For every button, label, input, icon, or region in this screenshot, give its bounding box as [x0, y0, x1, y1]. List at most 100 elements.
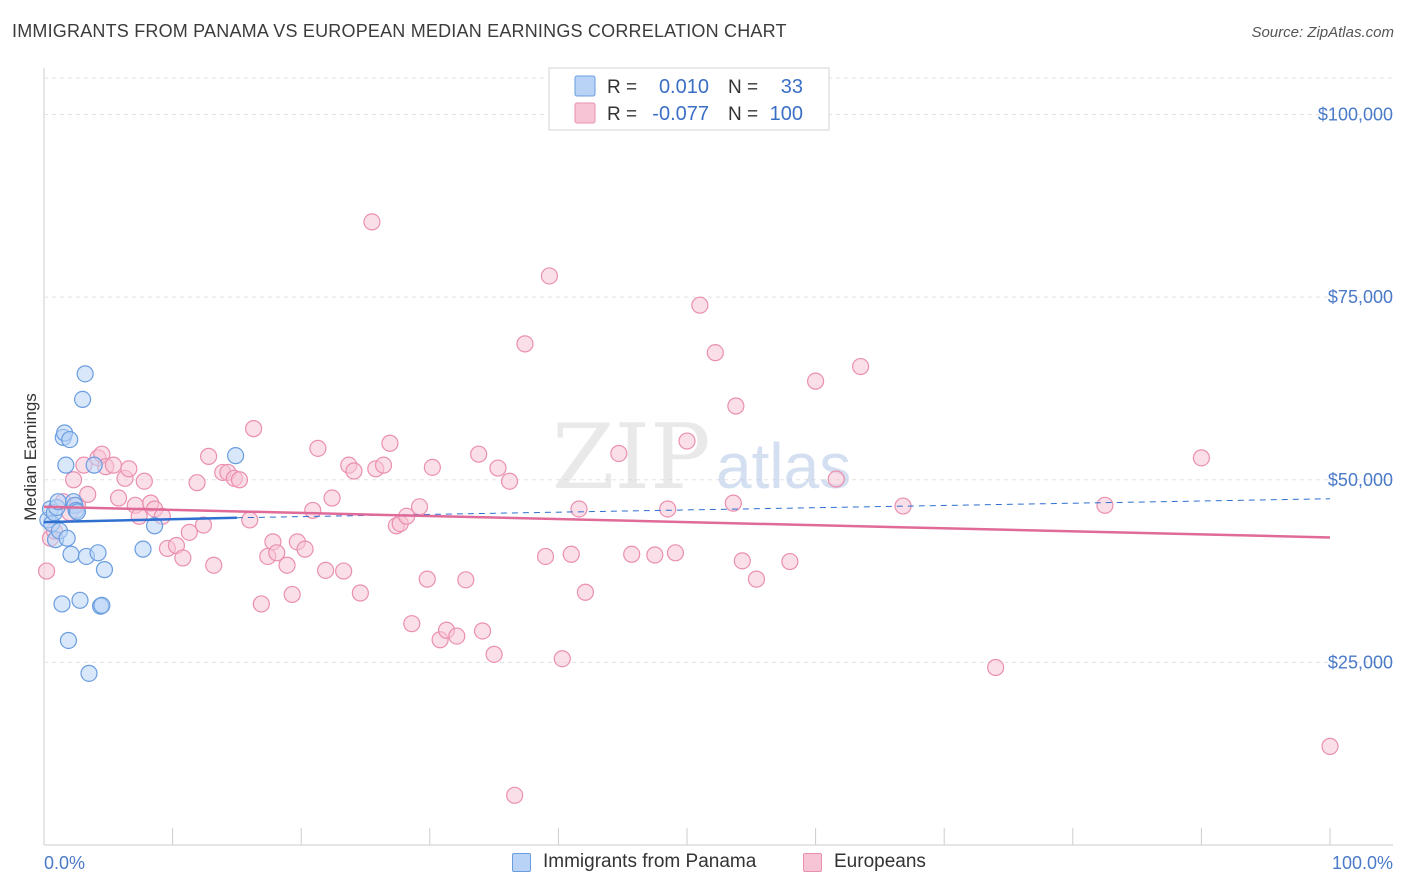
panama-point-11 — [57, 456, 75, 474]
europeans-point-98 — [1096, 496, 1114, 514]
panama-point-8 — [53, 595, 71, 613]
europeans-point-54 — [374, 456, 393, 474]
europeans-point-94 — [827, 470, 845, 488]
europeans-point-62 — [423, 458, 441, 476]
y-axis-tick-labels: $25,000 $50,000 $75,000 $100,000 — [1318, 105, 1393, 673]
panama-point-31 — [145, 517, 164, 535]
europeans-point-45 — [309, 439, 327, 457]
x-tick-label-max: 100.0% — [1332, 853, 1393, 873]
series-legend: Immigrants from Panama Europeans — [0, 851, 1406, 879]
europeans-point-46 — [317, 561, 335, 579]
europeans-point-47 — [323, 489, 341, 507]
europeans-point-12 — [104, 456, 123, 474]
chart-title: IMMIGRANTS FROM PANAMA VS EUROPEAN MEDIA… — [12, 21, 787, 41]
europeans-point-87 — [706, 344, 724, 362]
europeans-points — [37, 213, 1339, 804]
europeans-point-70 — [489, 459, 507, 477]
panama-point-20 — [71, 591, 89, 609]
europeans-point-100 — [1321, 737, 1339, 755]
legend-swatch-panama-bottom — [512, 852, 531, 872]
europeans-point-68 — [473, 622, 492, 640]
europeans-point-15 — [120, 460, 138, 478]
x-axis-ticks — [43, 828, 1331, 845]
europeans-point-92 — [781, 552, 799, 571]
legend-r-label-2: R = — [607, 104, 637, 125]
panama-point-14 — [61, 430, 79, 449]
legend-r-value-2: -0.077 — [652, 103, 709, 125]
panama-point-24 — [80, 664, 98, 682]
europeans-point-33 — [230, 471, 249, 489]
panama-point-15 — [62, 545, 80, 563]
panama-point-29 — [95, 561, 114, 579]
europeans-point-34 — [241, 511, 259, 529]
y-tick-label-2: $75,000 — [1328, 287, 1393, 307]
europeans-point-99 — [1192, 449, 1211, 467]
watermark-atlas: atlas — [716, 430, 851, 502]
trendlines — [43, 498, 1331, 539]
europeans-point-55 — [381, 434, 399, 452]
europeans-point-65 — [448, 627, 466, 645]
europeans-point-67 — [470, 445, 488, 463]
legend-swatch-europeans — [574, 102, 596, 124]
europeans-point-43 — [296, 540, 314, 558]
europeans-point-25 — [180, 523, 198, 541]
legend-r-label-1: R = — [607, 77, 637, 98]
europeans-point-0 — [37, 562, 56, 580]
europeans-point-36 — [252, 595, 270, 613]
y-tick-label-1: $50,000 — [1328, 470, 1393, 490]
europeans-point-82 — [646, 546, 664, 564]
legend-swatch-europeans-bottom — [803, 852, 822, 872]
panama-point-22 — [76, 365, 94, 383]
europeans-point-48 — [335, 562, 353, 580]
europeans-point-60 — [410, 498, 429, 516]
legend-item-europeans: Europeans — [803, 851, 926, 873]
gridlines — [44, 77, 1393, 663]
panama-point-28 — [93, 596, 111, 615]
europeans-point-41 — [283, 585, 301, 604]
legend-n-value-1: 33 — [781, 76, 803, 98]
europeans-point-89 — [727, 397, 745, 415]
europeans-point-26 — [188, 474, 206, 492]
panama-point-30 — [134, 540, 152, 558]
y-tick-label-3: $100,000 — [1318, 105, 1393, 125]
europeans-point-78 — [570, 500, 588, 518]
europeans-point-66 — [457, 571, 475, 589]
legend-n-label-1: N = — [728, 77, 758, 98]
europeans-trendline — [43, 505, 1331, 539]
europeans-point-27 — [194, 516, 213, 534]
correlation-legend: R = 0.010 N = 33 R = -0.077 N = 100 — [548, 67, 830, 131]
europeans-point-90 — [733, 552, 751, 570]
legend-r-value-1: 0.010 — [659, 76, 709, 98]
europeans-point-13 — [109, 489, 128, 507]
europeans-point-28 — [200, 447, 218, 465]
legend-label-panama: Immigrants from Panama — [543, 851, 757, 872]
europeans-point-81 — [623, 545, 641, 563]
panama-point-25 — [85, 456, 103, 474]
panama-point-13 — [59, 631, 78, 650]
europeans-point-79 — [576, 583, 595, 601]
source-credit: Source: ZipAtlas.com — [1251, 24, 1394, 41]
europeans-point-86 — [691, 296, 709, 314]
europeans-point-97 — [987, 658, 1005, 677]
europeans-point-95 — [852, 357, 870, 376]
europeans-point-74 — [536, 547, 555, 566]
europeans-point-5 — [64, 471, 83, 489]
legend-n-label-2: N = — [728, 104, 758, 125]
europeans-point-69 — [485, 645, 503, 663]
europeans-point-76 — [553, 650, 571, 668]
panama-trendline — [43, 516, 237, 524]
panama-point-21 — [73, 390, 92, 409]
legend-swatch-panama — [574, 75, 596, 97]
legend-n-value-2: 100 — [770, 103, 803, 125]
legend-label-europeans: Europeans — [834, 851, 926, 872]
europeans-point-59 — [403, 615, 421, 633]
panama-point-32 — [227, 447, 245, 465]
y-tick-label-0: $25,000 — [1328, 652, 1393, 672]
europeans-point-29 — [205, 556, 223, 574]
europeans-point-40 — [278, 556, 296, 574]
europeans-point-80 — [610, 444, 628, 463]
europeans-point-93 — [806, 372, 825, 390]
europeans-point-73 — [516, 335, 534, 353]
panama-point-12 — [58, 529, 76, 547]
